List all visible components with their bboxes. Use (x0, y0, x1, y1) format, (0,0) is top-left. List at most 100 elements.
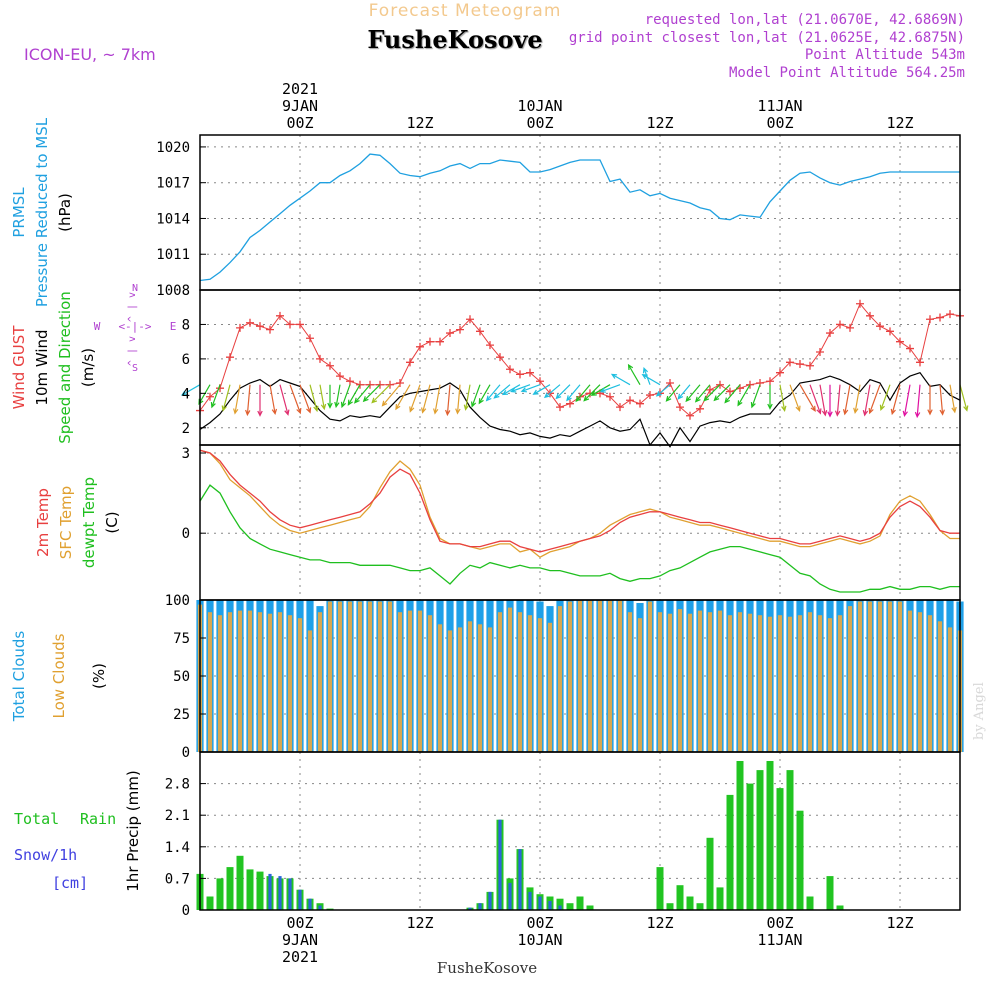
low-cloud-bar (307, 630, 313, 752)
y-tick-label: 75 (173, 631, 190, 647)
wind-direction-arrow (799, 384, 816, 412)
rain-bar (226, 867, 234, 910)
low-cloud-bar (277, 612, 283, 752)
wind-gust-point (406, 358, 414, 367)
wind-gust-point (276, 311, 284, 320)
wind-gust-point (686, 411, 694, 420)
time-label-bottom: 12Z (646, 914, 673, 932)
low-cloud-bar (877, 601, 883, 752)
low-cloud-bar (597, 600, 603, 752)
low-cloud-bar (617, 600, 623, 752)
wind-direction-arrow (555, 384, 571, 400)
y-tick-label: 1017 (156, 176, 190, 192)
wind-direction-arrow (510, 384, 531, 393)
y-tick-label: 3 (182, 446, 190, 462)
low-cloud-bar (237, 610, 243, 752)
time-label-top: 00Z (526, 114, 553, 132)
y-tick-label: 0 (182, 526, 190, 542)
time-label-bottom: 00Z (286, 914, 313, 932)
precip-legend-rain: Rain (80, 810, 116, 828)
y-tick-label: 1.4 (165, 840, 190, 856)
wind-direction-arrow (827, 384, 833, 418)
wind-direction-arrow (819, 384, 828, 417)
y-tick-label: 1020 (156, 140, 190, 156)
wind-direction-arrow (269, 384, 278, 416)
rain-bar (216, 878, 224, 910)
temp-2m-line (199, 449, 960, 553)
low-cloud-bar (577, 600, 583, 752)
cloud-axis-label: (%) (90, 663, 108, 689)
low-cloud-bar (367, 601, 373, 752)
low-cloud-bar (537, 618, 543, 752)
snow-bar (538, 896, 542, 910)
low-cloud-bar (587, 600, 593, 752)
low-cloud-bar (357, 601, 363, 752)
wind-gust-point (876, 322, 884, 331)
time-label-bottom: 00Z (526, 914, 553, 932)
wind-gust-point (916, 358, 924, 367)
precip-legend-unit: [cm] (52, 874, 88, 892)
time-label-top: 12Z (406, 114, 433, 132)
rain-bar (566, 903, 574, 910)
low-cloud-bar (257, 612, 263, 752)
wind-direction-arrow (665, 384, 681, 402)
wind-direction-arrow (347, 384, 361, 406)
wind-direction-arrow (677, 384, 691, 400)
wind-direction-arrow (421, 384, 431, 414)
time-label-bottom: 9JAN (282, 931, 318, 949)
wind-direction-arrow (750, 384, 761, 409)
precip-axis-label: 1hr Precip (mm) (124, 770, 142, 891)
rain-bar (656, 867, 664, 910)
snow-bar (318, 905, 322, 910)
wind-direction-arrow (501, 384, 521, 396)
wind-direction-arrow (590, 384, 611, 396)
low-cloud-bar (847, 606, 853, 752)
point-altitude: Point Altitude 543m (805, 47, 965, 63)
wind-direction-arrow (463, 384, 471, 411)
y-tick-label: 6 (182, 352, 190, 368)
low-cloud-bar (767, 616, 773, 752)
credit-label: by Angel (972, 682, 987, 740)
low-cloud-bar (437, 624, 443, 752)
low-cloud-bar (377, 601, 383, 752)
wind-direction-arrow (842, 384, 851, 416)
wind-direction-arrow (627, 363, 641, 386)
rain-bar (716, 887, 724, 910)
wind-gust-point (336, 372, 344, 381)
wind-direction-arrow (949, 384, 957, 414)
time-label-top: 9JAN (282, 97, 318, 115)
time-label-top: 2021 (282, 80, 318, 98)
snow-bar (308, 898, 312, 910)
low-cloud-bar (327, 601, 333, 752)
time-label-bottom: 11JAN (757, 931, 802, 949)
model-label: ICON-EU, ~ 7km (24, 45, 156, 64)
low-cloud-bar (417, 610, 423, 752)
low-cloud-bar (207, 612, 213, 752)
wind-direction-arrow (902, 384, 911, 418)
rain-bar (206, 896, 214, 910)
rain-bar (796, 810, 804, 910)
wind-gust-point (706, 385, 714, 394)
time-label-top: 12Z (646, 114, 673, 132)
wind-gust-point (886, 327, 894, 336)
rain-bar (706, 837, 714, 910)
pressure-axis-label: (hPa) (56, 193, 74, 232)
wind-gust-point (936, 313, 944, 322)
snow-bar (508, 882, 512, 910)
y-tick-label: 0 (182, 903, 190, 919)
wind-direction-arrow (493, 384, 511, 399)
low-cloud-bar (527, 615, 533, 752)
temp-axis-label: 2m Temp (34, 488, 52, 557)
wind-gust-point (666, 379, 674, 387)
wind-gust-point (796, 360, 804, 369)
low-cloud-bar (227, 612, 233, 752)
y-tick-label: 2.8 (165, 777, 190, 793)
low-cloud-bar (817, 615, 823, 752)
rain-bar (736, 761, 744, 910)
wind-gust-point (846, 323, 854, 332)
low-cloud-bar (697, 610, 703, 752)
snow-bar (518, 849, 522, 910)
wind-gust-point (786, 358, 794, 367)
low-cloud-bar (337, 601, 343, 752)
